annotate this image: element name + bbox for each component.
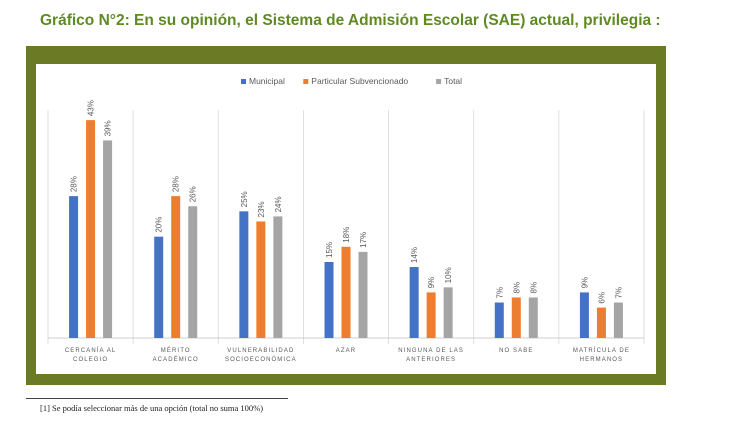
data-label-5-0: 7%	[495, 287, 504, 299]
data-label-0-0: 28%	[70, 176, 79, 192]
bar-3-0	[324, 262, 334, 338]
bar-5-2	[528, 297, 538, 338]
category-label-0-0: CERCANÍA AL	[65, 347, 116, 354]
data-label-0-1: 43%	[87, 100, 96, 116]
data-label-1-1: 28%	[172, 176, 181, 192]
data-label-5-2: 8%	[529, 282, 538, 294]
category-label-5-0: NO SABE	[499, 348, 533, 354]
data-label-2-0: 25%	[240, 191, 249, 207]
bar-5-1	[511, 297, 521, 338]
data-label-0-2: 39%	[104, 120, 113, 136]
data-label-6-1: 6%	[597, 292, 606, 304]
bar-4-2	[443, 287, 453, 338]
chart-area: Municipal Particular Subvencionado Total 28…	[36, 64, 656, 374]
data-label-2-2: 24%	[274, 196, 283, 212]
bar-5-0	[494, 302, 504, 338]
data-label-3-0: 15%	[325, 242, 334, 258]
data-label-6-0: 9%	[580, 277, 589, 289]
bar-4-1	[426, 292, 436, 338]
footnote-rule	[26, 398, 288, 399]
legend-label-1: Particular Subvencionado	[311, 76, 408, 86]
category-label-4-0: NINGUNA DE LAS	[398, 348, 464, 354]
legend-swatch-2	[436, 79, 442, 84]
bar-1-1	[171, 196, 181, 338]
legend-swatch-0	[241, 79, 246, 84]
category-label-3-0: AZAR	[336, 348, 356, 354]
bar-3-2	[358, 251, 368, 338]
legend-swatch-1	[303, 79, 309, 84]
category-label-6-1: HERMANOS	[580, 357, 623, 363]
bar-0-0	[69, 196, 79, 338]
bar-6-2	[613, 302, 623, 338]
data-label-6-2: 7%	[614, 287, 623, 299]
bar-2-0	[239, 211, 249, 338]
category-label-1-0: MÉRITO	[161, 347, 191, 354]
chart-title: Gráfico N°2: En su opinión, el Sistema d…	[40, 12, 661, 29]
bar-3-1	[341, 246, 351, 338]
data-label-3-2: 17%	[359, 232, 368, 248]
category-label-1-1: ACADÉMICO	[153, 356, 199, 363]
category-label-6-0: MATRÍCULA DE	[573, 347, 630, 354]
data-label-4-0: 14%	[410, 247, 419, 263]
data-label-3-1: 18%	[342, 227, 351, 243]
category-label-0-1: COLEGIO	[73, 357, 108, 363]
bar-6-1	[596, 307, 606, 338]
data-label-4-1: 9%	[427, 277, 436, 289]
footnote: [1] Se podía seleccionar más de una opci…	[40, 403, 264, 413]
bar-0-1	[86, 120, 96, 338]
data-label-1-0: 20%	[155, 217, 164, 233]
category-label-2-1: SOCIOECONÓMICA	[225, 356, 297, 363]
bar-6-0	[579, 292, 589, 338]
bar-4-0	[409, 267, 419, 338]
category-label-2-0: VULNERABILIDAD	[227, 348, 294, 354]
bar-2-2	[273, 216, 283, 338]
bar-1-0	[154, 236, 164, 338]
category-label-4-1: ANTERIORES	[406, 357, 456, 363]
chart-frame: Municipal Particular Subvencionado Total 28…	[26, 46, 666, 385]
data-label-4-2: 10%	[444, 267, 453, 283]
bar-chart: Municipal Particular Subvencionado Total 28…	[47, 76, 645, 363]
legend-label-0: Municipal	[249, 76, 285, 86]
bar-2-1	[256, 221, 266, 338]
data-label-1-2: 26%	[189, 186, 198, 202]
bar-0-2	[103, 140, 113, 338]
bar-1-2	[188, 206, 198, 338]
data-label-2-1: 23%	[257, 201, 266, 217]
legend-label-2: Total	[444, 76, 462, 86]
data-label-5-1: 8%	[512, 282, 521, 294]
